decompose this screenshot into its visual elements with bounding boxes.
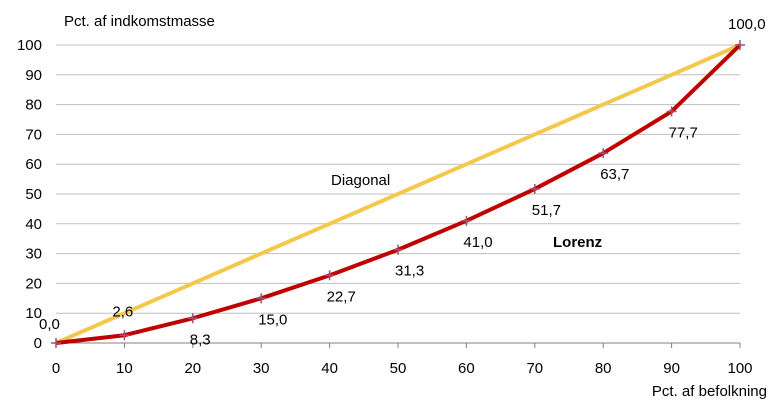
y-tick-label: 50 [25,186,42,203]
y-tick-label: 80 [25,97,42,114]
data-label: 22,7 [327,288,356,305]
x-tick-label: 70 [526,360,543,377]
data-label: 41,0 [463,234,492,251]
x-tick-label: 0 [52,360,60,377]
data-label: 2,6 [112,303,133,320]
y-tick-label: 100 [17,37,42,54]
series-line-diagonal [55,43,741,345]
y-tick-label: 10 [25,305,42,322]
data-label: 100,0 [728,16,766,33]
y-tick-label: 20 [25,275,42,292]
y-tick-label: 40 [25,216,42,233]
x-tick-label: 10 [116,360,133,377]
x-axis-title: Pct. af befolkning [652,383,767,400]
axes: 0 10 20 30 40 50 60 70 80 90 100 0 10 20 30 40 50 60 70 80 9… [17,37,753,377]
lorenz-point [324,270,335,281]
lorenz-point [735,40,745,50]
data-label: 63,7 [600,166,629,183]
x-tick-label: 50 [390,360,407,377]
lorenz-point [187,313,198,324]
y-tick-label: 90 [25,67,42,84]
x-tick-label: 60 [458,360,475,377]
lorenz-point [529,183,540,194]
series [51,40,745,348]
x-tick-label: 30 [253,360,270,377]
labels: 0,0 2,6 8,3 15,0 22,7 31,3 41,0 51,7 63,7 77,7 100… [39,16,766,348]
lorenz-point [119,330,130,341]
y-tick-label: 0 [34,335,42,352]
y-tick-label: 60 [25,156,42,173]
x-tick-label: 40 [321,360,338,377]
x-tick-label: 100 [727,360,752,377]
lorenz-point [393,244,403,255]
data-label: 51,7 [532,202,561,219]
data-label: 15,0 [258,311,287,328]
lorenz-point [666,106,677,117]
series-label-lorenz: Lorenz [553,234,602,251]
lorenz-point [51,338,61,348]
lorenz-point [256,293,267,304]
data-label: 0,0 [39,316,60,333]
y-tick-label: 30 [25,246,42,263]
y-tick-label: 70 [25,126,42,143]
lorenz-point [598,148,609,159]
data-label: 8,3 [190,331,211,348]
x-tick-label: 20 [184,360,201,377]
lorenz-point [461,215,472,226]
x-tick-label: 90 [663,360,680,377]
data-label: 77,7 [669,124,698,141]
data-label: 31,3 [395,263,424,280]
y-axis-title: Pct. af indkomstmasse [64,13,215,30]
x-tick-label: 80 [595,360,612,377]
series-label-diagonal: Diagonal [331,172,390,189]
